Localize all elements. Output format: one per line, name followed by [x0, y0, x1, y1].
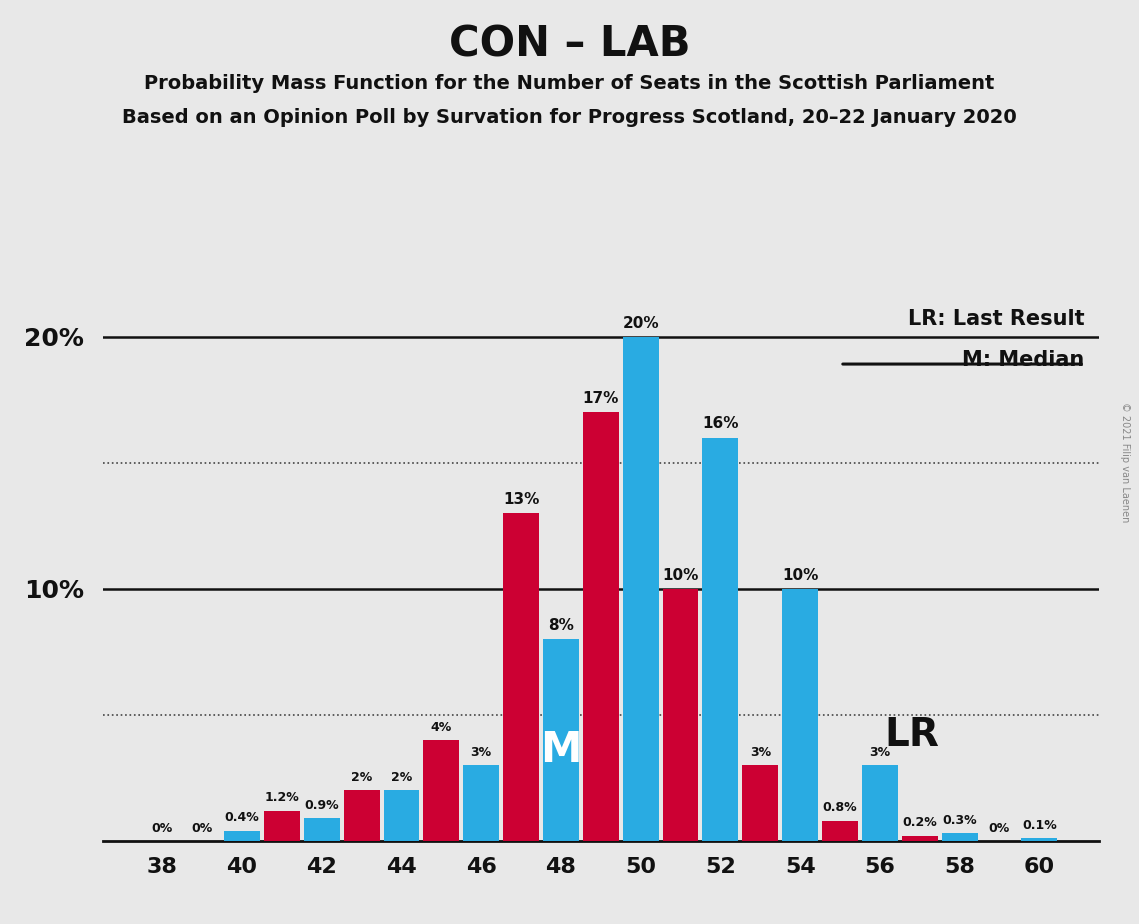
Text: 1.2%: 1.2%	[264, 791, 300, 804]
Text: LR: LR	[884, 716, 940, 754]
Bar	[782, 589, 818, 841]
Text: 13%: 13%	[503, 492, 539, 507]
Text: Based on an Opinion Poll by Survation for Progress Scotland, 20–22 January 2020: Based on an Opinion Poll by Survation fo…	[122, 108, 1017, 128]
Bar	[543, 639, 579, 841]
Bar	[424, 740, 459, 841]
Text: 2%: 2%	[391, 772, 412, 784]
Text: 8%: 8%	[548, 618, 574, 633]
Bar	[503, 513, 539, 841]
Text: 3%: 3%	[869, 746, 891, 759]
Text: 0%: 0%	[151, 821, 173, 834]
Text: CON – LAB: CON – LAB	[449, 23, 690, 65]
Bar	[224, 831, 260, 841]
Bar	[264, 810, 300, 841]
Bar	[902, 836, 937, 841]
Bar	[822, 821, 858, 841]
Bar	[464, 765, 499, 841]
Bar	[663, 589, 698, 841]
Text: 17%: 17%	[583, 391, 618, 407]
Text: LR: Last Result: LR: Last Result	[908, 309, 1084, 329]
Text: 0.9%: 0.9%	[304, 799, 339, 812]
Text: 0%: 0%	[989, 821, 1010, 834]
Bar	[583, 412, 618, 841]
Bar	[703, 438, 738, 841]
Text: 0%: 0%	[191, 821, 213, 834]
Text: 0.4%: 0.4%	[224, 811, 260, 824]
Text: Probability Mass Function for the Number of Seats in the Scottish Parliament: Probability Mass Function for the Number…	[145, 74, 994, 93]
Bar	[344, 790, 379, 841]
Bar	[304, 818, 339, 841]
Text: 0.1%: 0.1%	[1022, 819, 1057, 832]
Text: 3%: 3%	[470, 746, 492, 759]
Bar	[942, 833, 977, 841]
Bar	[1022, 838, 1057, 841]
Bar	[743, 765, 778, 841]
Text: © 2021 Filip van Laenen: © 2021 Filip van Laenen	[1120, 402, 1130, 522]
Text: 0.2%: 0.2%	[902, 817, 937, 830]
Text: M: Median: M: Median	[962, 350, 1084, 371]
Text: 20%: 20%	[622, 315, 659, 331]
Text: 16%: 16%	[702, 417, 739, 432]
Bar	[384, 790, 419, 841]
Text: 2%: 2%	[351, 772, 372, 784]
Text: 3%: 3%	[749, 746, 771, 759]
Text: 4%: 4%	[431, 721, 452, 734]
Text: 10%: 10%	[782, 567, 818, 582]
Text: 10%: 10%	[663, 567, 698, 582]
Text: 0.8%: 0.8%	[822, 801, 858, 814]
Text: M: M	[540, 729, 582, 772]
Text: 0.3%: 0.3%	[942, 814, 977, 827]
Bar	[862, 765, 898, 841]
Bar	[623, 337, 658, 841]
